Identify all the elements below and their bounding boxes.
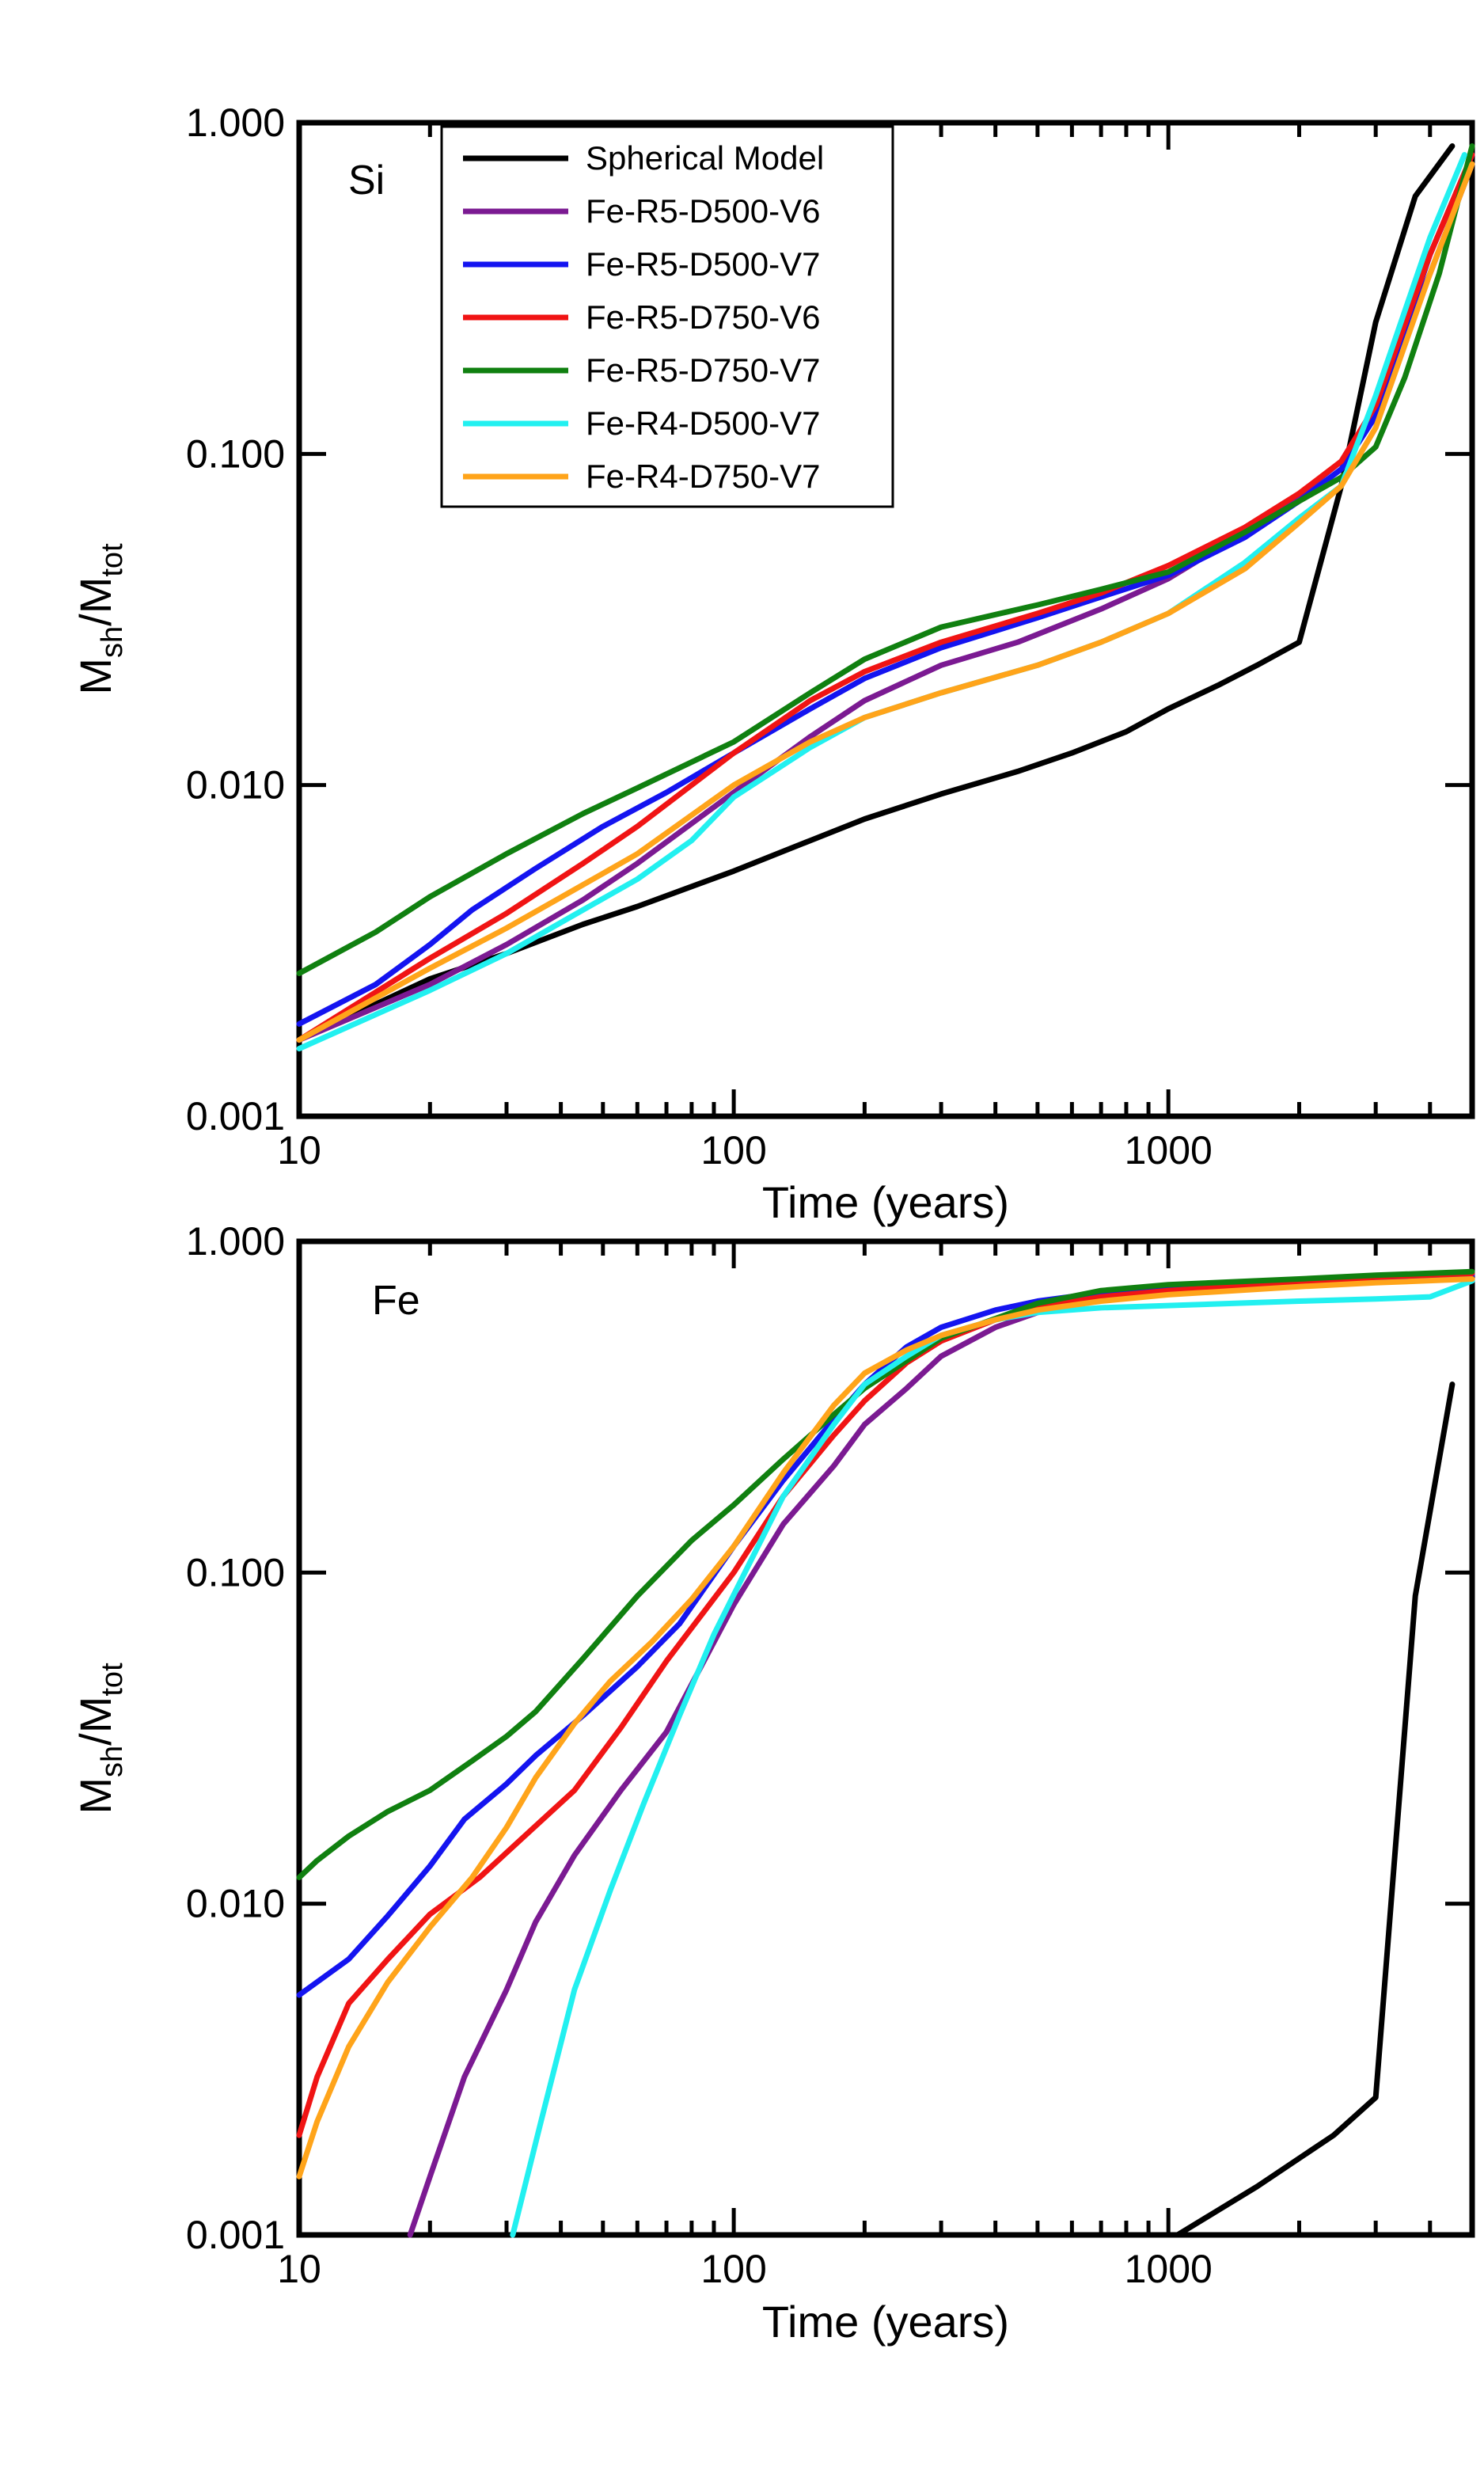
fe-ytick-labels: 0.001 0.010 0.100 1.000 [186, 1219, 285, 2257]
fe-ylabel-mid: /M [70, 1697, 120, 1746]
fe-xtick-label: 10 [277, 2247, 321, 2291]
si-panel-label: Si [348, 158, 385, 203]
fe-ylabel-main: M [70, 1777, 120, 1815]
si-ylabel-mid: /M [70, 577, 120, 626]
fe-series-fe-r4-d750-v7 [299, 1279, 1472, 2177]
si-xtick-label: 10 [277, 1128, 321, 1172]
si-panel: 0.001 0.010 0.100 1.000 10 100 1000 Si Time (… [70, 101, 1472, 1227]
fe-ytick-label: 0.100 [186, 1550, 285, 1594]
fe-ytick-label: 0.010 [186, 1882, 285, 1926]
fe-plot-frame [299, 1241, 1472, 2235]
si-xtick-labels: 10 100 1000 [277, 1128, 1213, 1172]
si-xtick-label: 100 [700, 1128, 766, 1172]
si-ytick-label: 1.000 [186, 101, 285, 145]
si-ytick-label: 0.010 [186, 763, 285, 808]
si-xtick-label: 1000 [1125, 1128, 1213, 1172]
fe-xtick-labels: 10 100 1000 [277, 2247, 1213, 2291]
fe-y-axis-label: Msh/Mtot [70, 1663, 129, 1815]
si-ytick-label: 0.001 [186, 1094, 285, 1138]
si-ylabel-sub1: sh [96, 626, 129, 658]
si-ylabel-sub2: tot [96, 543, 129, 577]
fe-xtick-label: 100 [700, 2247, 766, 2291]
fe-panel: 0.001 0.010 0.100 1.000 10 100 1000 Fe Time (… [70, 1219, 1472, 2347]
fe-ylabel-sub1: sh [96, 1746, 129, 1777]
figure: 0.001 0.010 0.100 1.000 10 100 1000 Si Time (… [0, 0, 1484, 2474]
fe-xtick-label: 1000 [1125, 2247, 1213, 2291]
fe-ylabel-sub2: tot [96, 1663, 129, 1697]
fe-ticks [299, 1241, 1472, 2235]
fe-series-fe-r5-d750-v6 [299, 1274, 1472, 2136]
fe-series-spherical-model [1178, 1385, 1452, 2235]
legend: Spherical Model Fe-R5-D500-V6 Fe-R5-D500… [442, 127, 893, 507]
fe-series-group [299, 1271, 1472, 2235]
fe-panel-label: Fe [372, 1278, 420, 1324]
si-ylabel-main: M [70, 658, 120, 695]
fe-ytick-label: 1.000 [186, 1219, 285, 1264]
si-y-axis-label: Msh/Mtot [70, 543, 129, 695]
legend-label-fe-r5-d750-v6: Fe-R5-D750-V6 [586, 298, 820, 336]
legend-label-fe-r4-d500-v7: Fe-R4-D500-V7 [586, 405, 820, 442]
si-ytick-label: 0.100 [186, 431, 285, 476]
legend-label-spherical-model: Spherical Model [586, 139, 824, 177]
fe-series-fe-r5-d500-v6 [410, 1275, 1472, 2235]
fe-x-axis-label: Time (years) [762, 2297, 1009, 2347]
fe-ytick-label: 0.001 [186, 2213, 285, 2257]
legend-label-fe-r5-d500-v7: Fe-R5-D500-V7 [586, 245, 820, 283]
si-x-axis-label: Time (years) [762, 1177, 1009, 1227]
si-ytick-labels: 0.001 0.010 0.100 1.000 [186, 101, 285, 1138]
legend-label-fe-r5-d750-v7: Fe-R5-D750-V7 [586, 352, 820, 389]
legend-label-fe-r4-d750-v7: Fe-R4-D750-V7 [586, 458, 820, 495]
fe-series-fe-r4-d500-v7 [513, 1281, 1472, 2235]
legend-label-fe-r5-d500-v6: Fe-R5-D500-V6 [586, 192, 820, 230]
